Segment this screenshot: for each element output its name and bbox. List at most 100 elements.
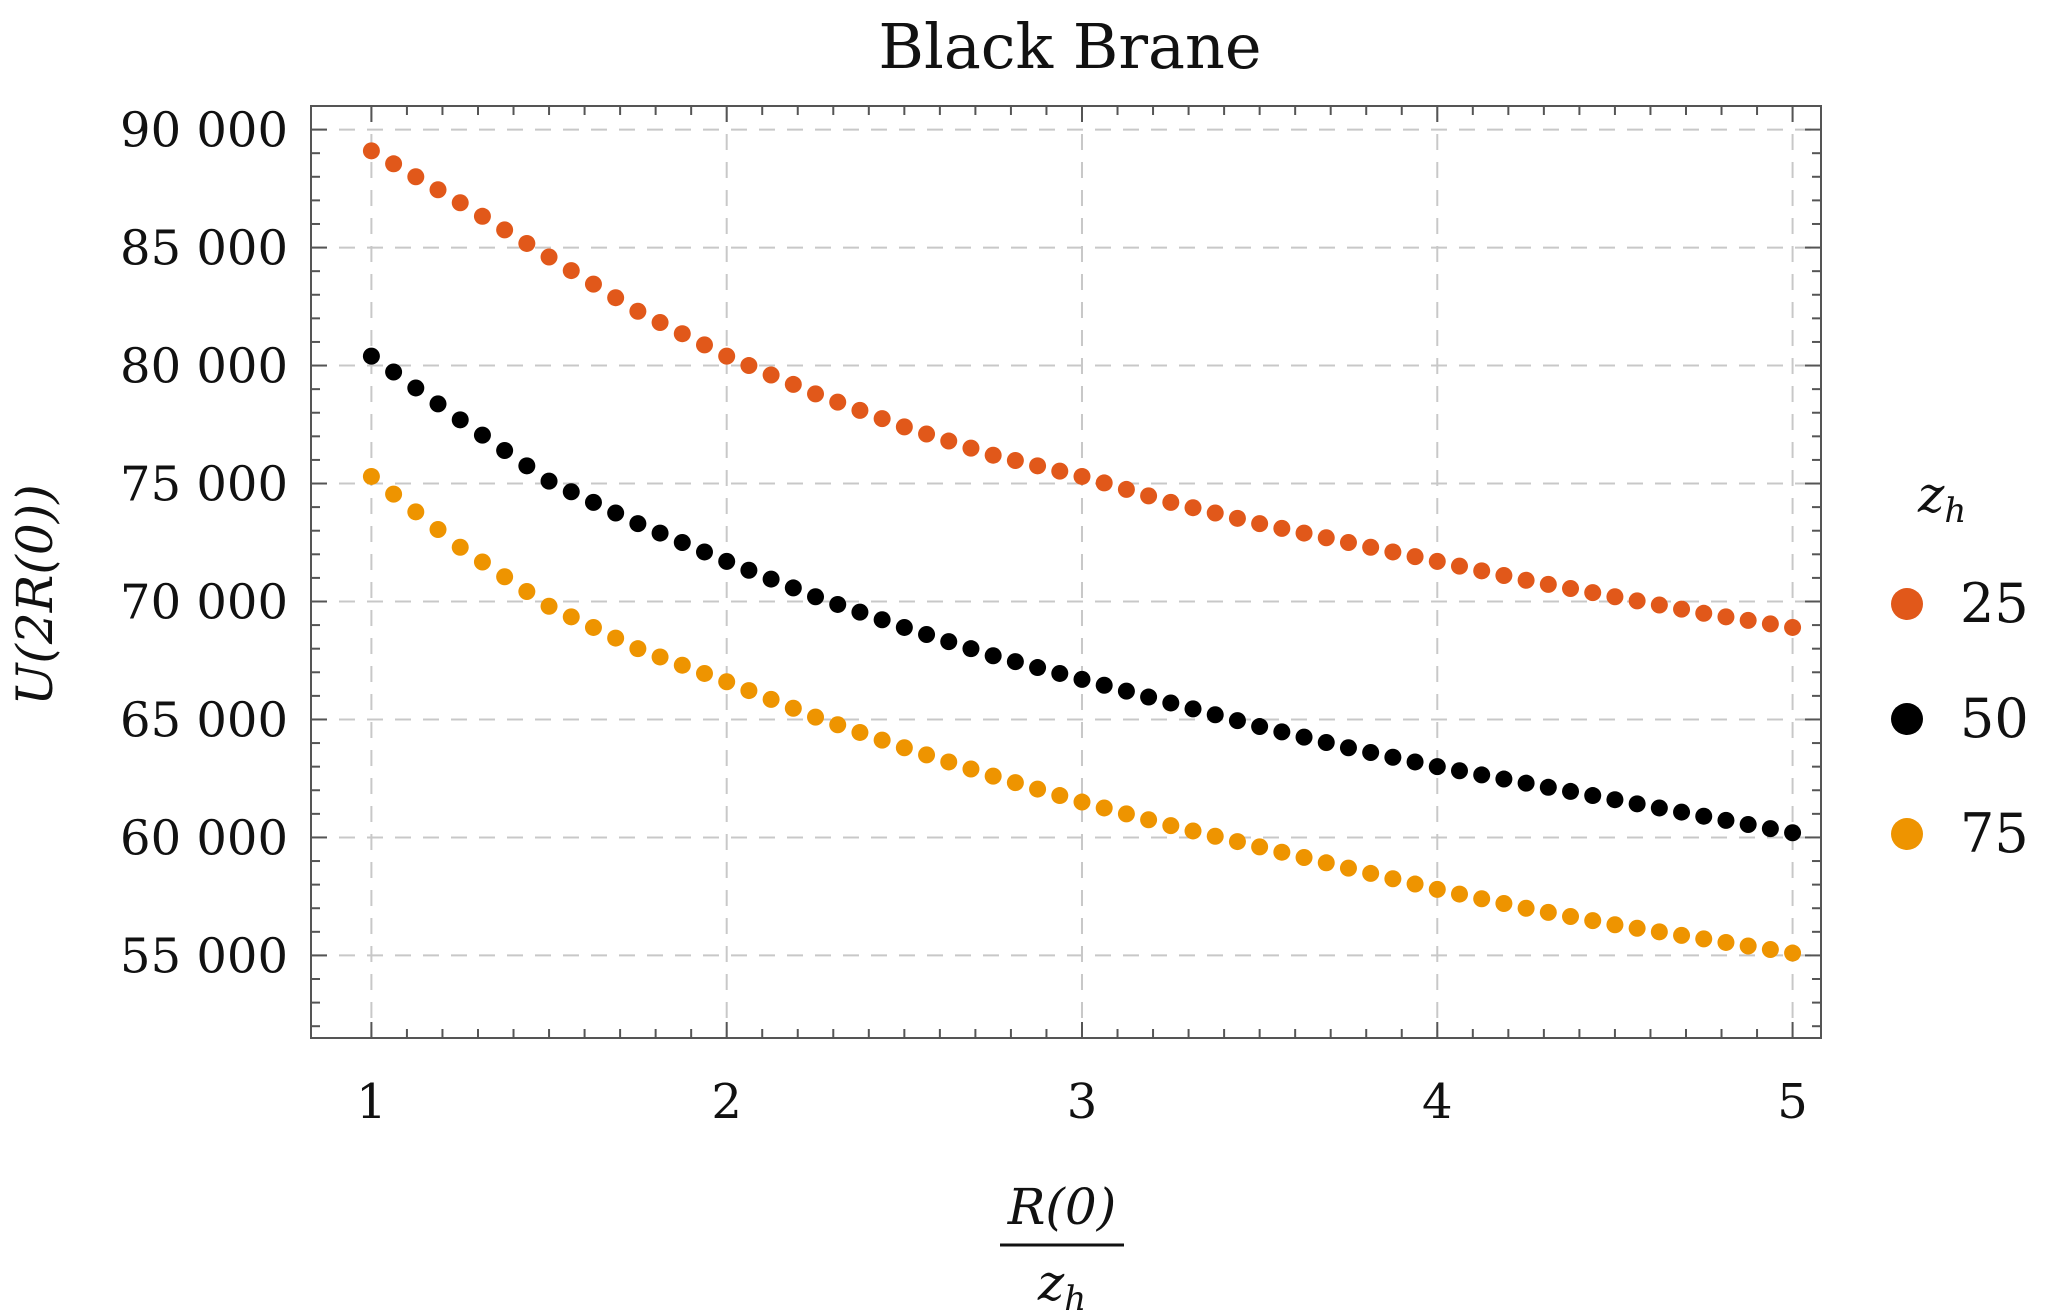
- data-point: [518, 457, 536, 475]
- data-point: [1539, 778, 1557, 796]
- data-point: [1717, 933, 1735, 951]
- data-point: [1450, 762, 1468, 780]
- data-point: [829, 595, 847, 613]
- y-tick-labels: 55 000 60 000 65 000 70 000 75 000 80 000 85 0…: [120, 103, 288, 985]
- data-point: [1295, 848, 1313, 866]
- grid-lines: [311, 106, 1821, 1038]
- x-tick-label: 3: [1067, 1074, 1098, 1130]
- data-point: [1073, 670, 1091, 688]
- data-point: [673, 325, 691, 343]
- data-point: [740, 561, 758, 579]
- y-tick-label: 85 000: [120, 221, 288, 277]
- x-tick-labels: 1 2 3 4 5: [356, 1074, 1808, 1130]
- data-point: [629, 302, 647, 320]
- data-point: [1517, 899, 1535, 917]
- data-point: [1650, 596, 1668, 614]
- data-point: [1295, 728, 1313, 746]
- data-point: [451, 538, 469, 556]
- x-tick-label: 1: [356, 1074, 387, 1130]
- data-point: [1695, 604, 1713, 622]
- data-point: [562, 483, 580, 501]
- data-point: [1495, 770, 1513, 788]
- data-point: [1317, 733, 1335, 751]
- data-point: [1739, 937, 1757, 955]
- data-point: [1362, 864, 1380, 882]
- legend-label-50: 50: [1960, 687, 2029, 750]
- y-tick-label: 80 000: [120, 339, 288, 395]
- data-point: [1206, 504, 1224, 522]
- data-point: [562, 262, 580, 280]
- data-point: [1184, 700, 1202, 718]
- data-point: [784, 375, 802, 393]
- data-point: [429, 395, 447, 413]
- data-point: [1273, 723, 1291, 741]
- data-point: [1695, 930, 1713, 948]
- data-point: [1628, 795, 1646, 813]
- data-point: [962, 439, 980, 457]
- data-point: [1140, 688, 1158, 706]
- data-point: [385, 485, 403, 503]
- data-point: [407, 168, 425, 186]
- y-tick-label: 55 000: [120, 928, 288, 984]
- data-point: [762, 690, 780, 708]
- data-point: [1495, 895, 1513, 913]
- data-point: [1739, 815, 1757, 833]
- data-point: [518, 582, 536, 600]
- data-point: [1029, 780, 1047, 798]
- x-axis-label-numerator: R(0): [1007, 1178, 1116, 1236]
- legend: zh 25 50 75: [1891, 466, 2029, 865]
- data-point: [784, 699, 802, 717]
- data-point: [1162, 493, 1180, 511]
- data-point: [851, 401, 869, 419]
- data-point: [1406, 548, 1424, 566]
- data-point: [629, 515, 647, 533]
- data-point: [1673, 803, 1691, 821]
- data-point: [1473, 562, 1491, 580]
- data-point: [1428, 880, 1446, 898]
- legend-items: 25 50 75: [1891, 572, 2029, 865]
- data-point: [1362, 538, 1380, 556]
- data-point: [1584, 584, 1602, 602]
- data-point: [1140, 811, 1158, 829]
- data-point: [918, 626, 936, 644]
- data-point: [362, 467, 380, 485]
- data-point: [851, 603, 869, 621]
- data-point: [1539, 903, 1557, 921]
- data-point: [1051, 664, 1069, 682]
- y-axis-label: U(2R(0)): [6, 484, 64, 705]
- data-point: [1339, 739, 1357, 757]
- data-point: [629, 640, 647, 658]
- data-point: [1606, 916, 1624, 934]
- data-point: [695, 543, 713, 561]
- data-point: [1228, 712, 1246, 730]
- data-point: [895, 418, 913, 436]
- data-point: [651, 313, 669, 331]
- data-point: [1051, 787, 1069, 805]
- data-point: [1095, 676, 1113, 694]
- data-point: [473, 207, 491, 225]
- data-point: [584, 618, 602, 636]
- data-point: [607, 504, 625, 522]
- data-point: [829, 393, 847, 411]
- data-point: [1029, 659, 1047, 677]
- data-points: [362, 142, 1802, 962]
- data-point: [1717, 608, 1735, 626]
- data-point: [496, 568, 514, 586]
- data-point: [762, 570, 780, 588]
- data-point: [918, 425, 936, 443]
- data-point: [1251, 515, 1269, 533]
- data-point: [1339, 534, 1357, 552]
- data-point: [518, 234, 536, 252]
- data-point: [673, 656, 691, 674]
- data-point: [1162, 817, 1180, 835]
- data-point: [1650, 923, 1668, 941]
- data-point: [1006, 653, 1024, 671]
- y-tick-label: 60 000: [120, 810, 288, 866]
- data-point: [895, 618, 913, 636]
- x-tick-label: 4: [1422, 1074, 1453, 1130]
- data-point: [540, 472, 558, 490]
- data-point: [651, 648, 669, 666]
- data-point: [1495, 567, 1513, 585]
- data-point: [1539, 575, 1557, 593]
